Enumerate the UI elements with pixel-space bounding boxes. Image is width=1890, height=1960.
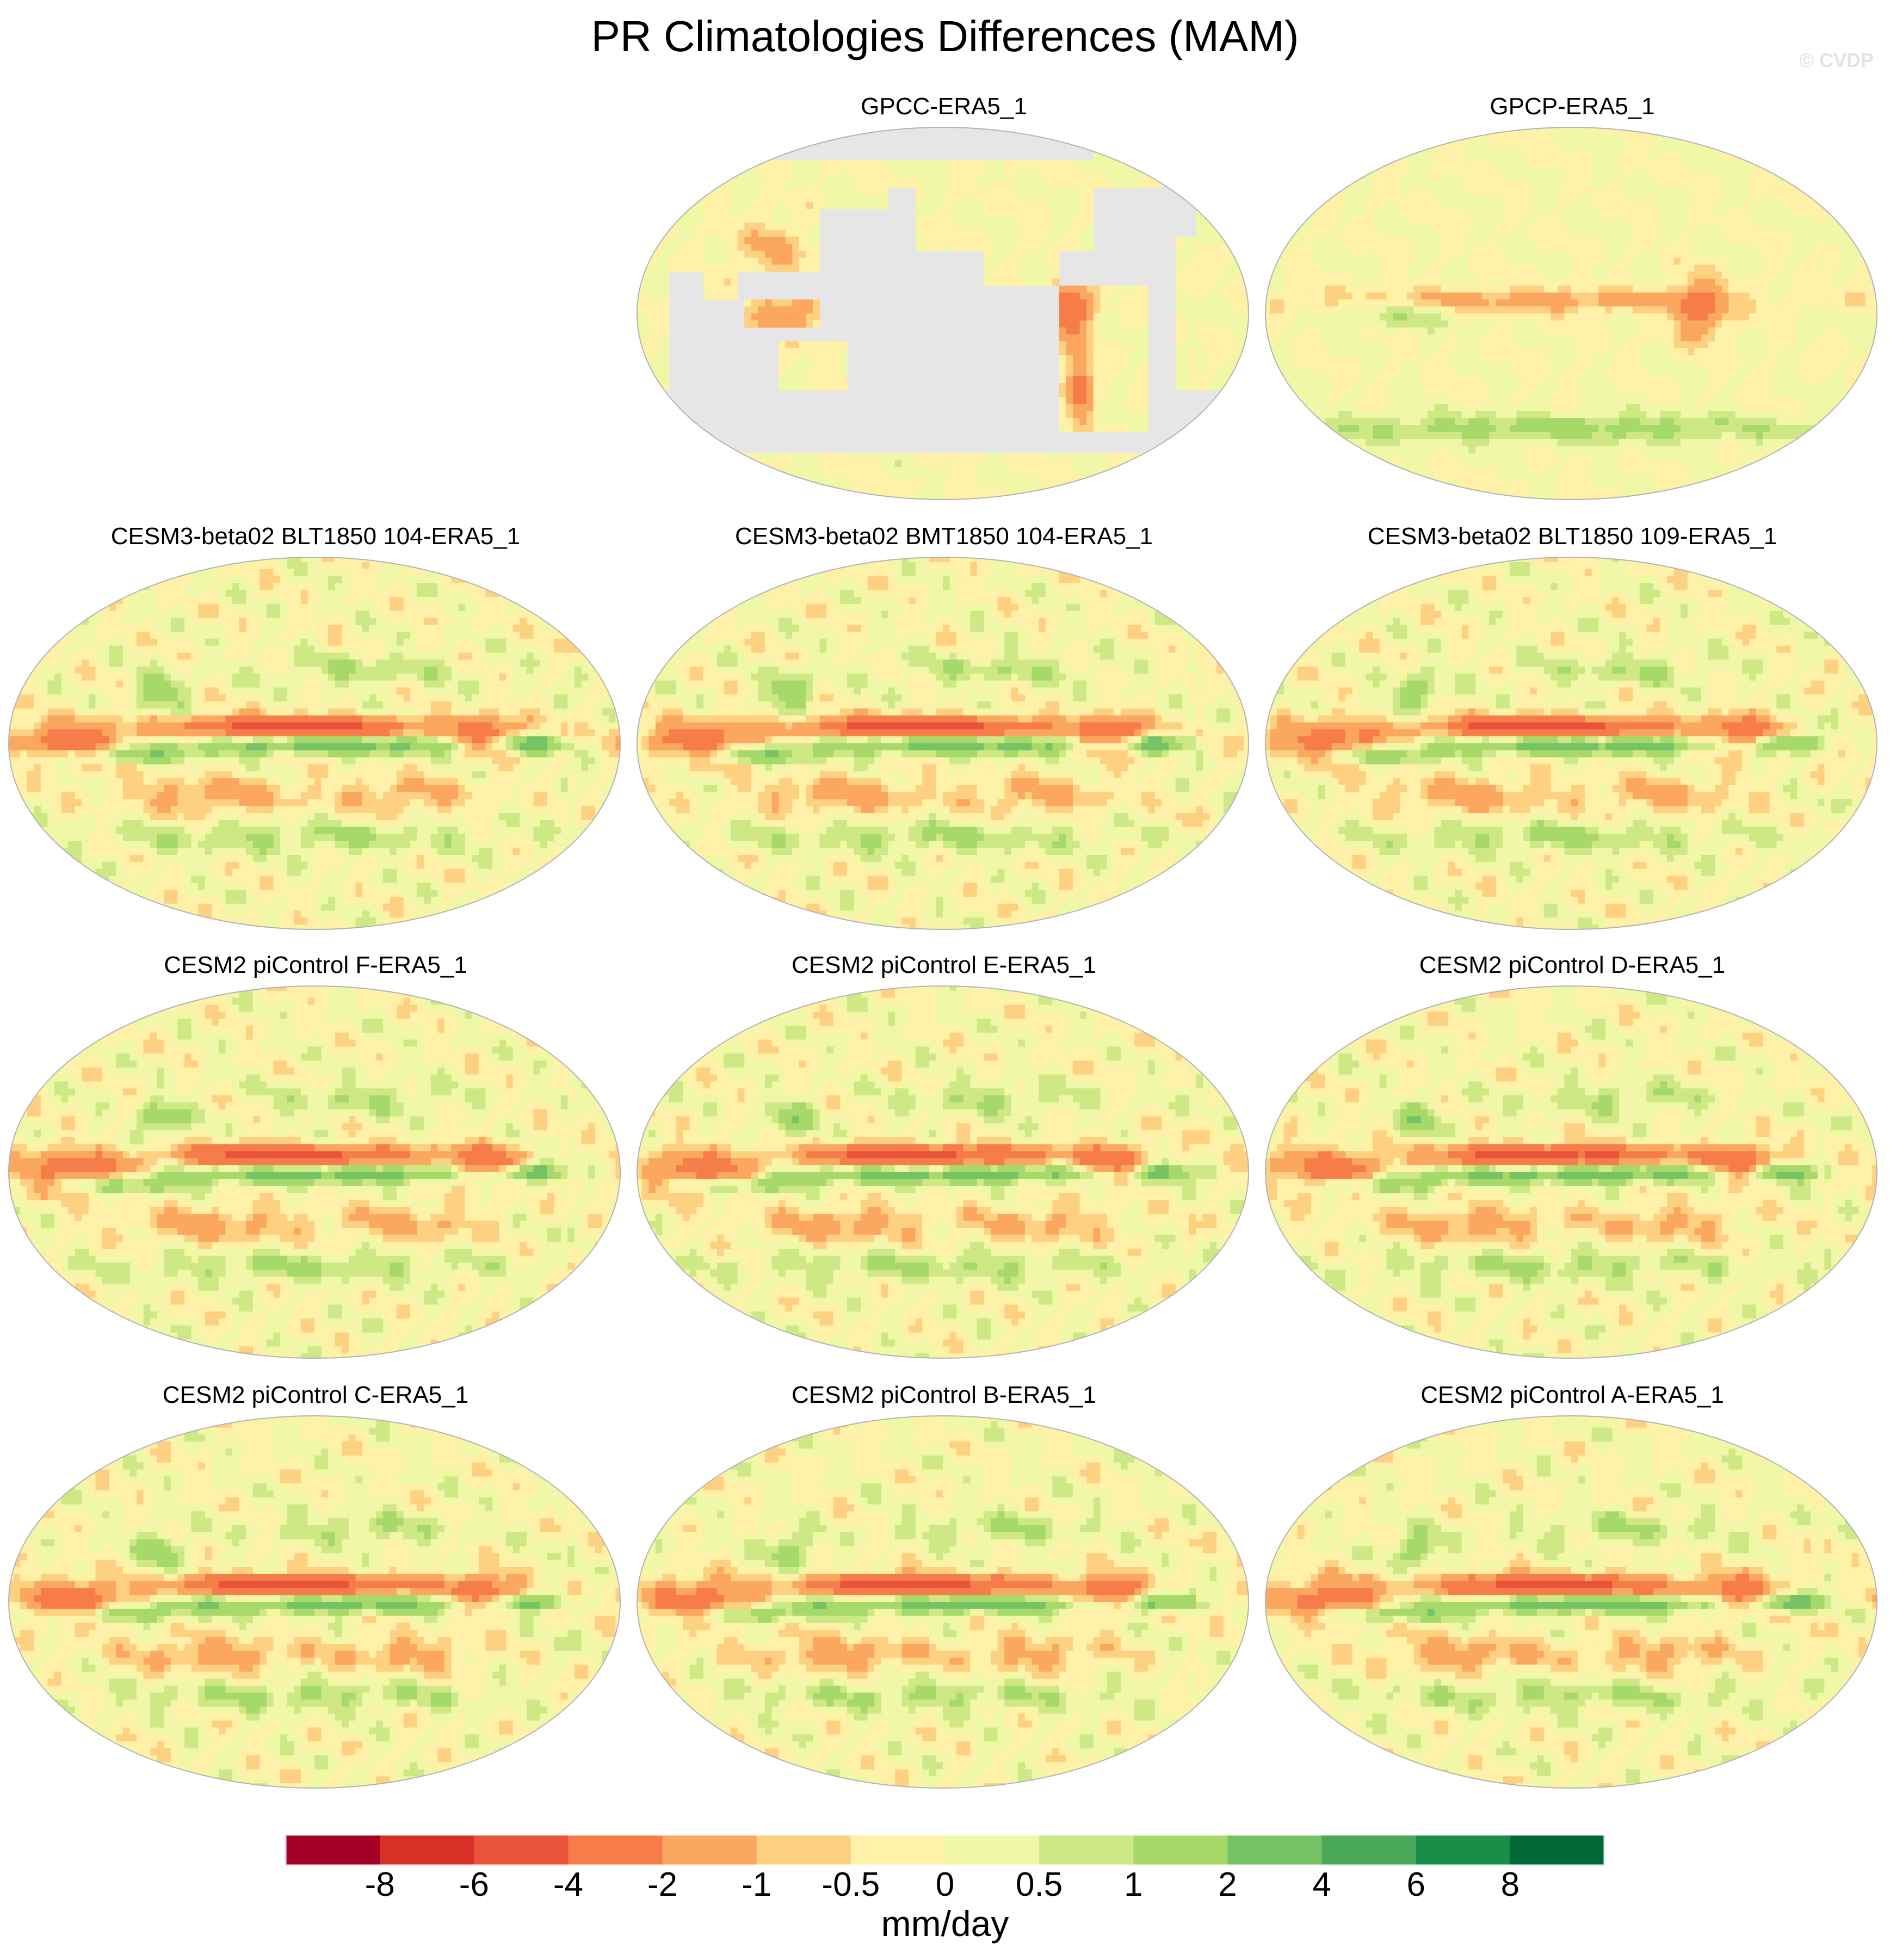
map-panel: GPCC-ERA5_1 [634,90,1254,509]
precip-field [637,986,1249,1358]
colorbar-box [945,1835,1040,1865]
colorbar-tick-label: -6 [436,1863,512,1907]
panel-title: CESM2 piControl A-ERA5_1 [1262,1379,1882,1412]
colorbar-tick-label: 0.5 [1001,1863,1077,1907]
panel-title: GPCP-ERA5_1 [1262,90,1882,123]
robinson-map [1265,557,1877,930]
colorbar-tick-label: 4 [1284,1863,1360,1907]
map-outline [8,985,621,1359]
map-outline [637,557,1249,930]
precip-field [9,986,620,1358]
robinson-map [637,557,1249,930]
colorbar-box [1227,1835,1323,1865]
map-outline [1265,557,1877,930]
robinson-map [1265,1415,1877,1789]
panel-title: CESM3-beta02 BLT1850 104-ERA5_1 [5,520,626,553]
colorbar-box [1133,1835,1228,1865]
colorbar-box [568,1835,663,1865]
colorbar-tick-label: -8 [342,1863,418,1907]
robinson-map [1265,985,1877,1359]
map-panel: CESM2 piControl D-ERA5_1 [1262,949,1882,1368]
colorbar-tick-label: -4 [530,1863,606,1907]
map-outline [637,1415,1249,1789]
robinson-map [8,557,621,930]
map-outline [637,985,1249,1359]
map-panel: CESM2 piControl B-ERA5_1 [634,1379,1254,1798]
panel-title: GPCC-ERA5_1 [634,90,1254,123]
robinson-map [8,1415,621,1789]
panel-title: CESM2 piControl D-ERA5_1 [1262,949,1882,982]
page-title: PR Climatologies Differences (MAM) [0,7,1890,66]
colorbar-box [1039,1835,1134,1865]
map-outline [1265,1415,1877,1789]
panel-title: CESM3-beta02 BLT1850 109-ERA5_1 [1262,520,1882,553]
map-panel: CESM3-beta02 BLT1850 104-ERA5_1 [5,520,626,939]
map-outline [1265,985,1877,1359]
colorbar-tick-label: -0.5 [813,1863,889,1907]
robinson-map [8,985,621,1359]
robinson-map [637,127,1249,500]
map-outline [8,557,621,930]
map-panel: CESM2 piControl E-ERA5_1 [634,949,1254,1368]
map-outline [637,127,1249,500]
panel-title: CESM3-beta02 BMT1850 104-ERA5_1 [634,520,1254,553]
map-panel: GPCP-ERA5_1 [1262,90,1882,509]
map-outline [8,1415,621,1789]
watermark: © CVDP [1799,49,1874,72]
map-outline [1265,127,1877,500]
colorbar-tick-label: 2 [1189,1863,1265,1907]
colorbar-box [286,1835,380,1865]
colorbar-tick-label: 1 [1095,1863,1171,1907]
colorbar-tick-label: -1 [719,1863,795,1907]
colorbar-tick-label: 0 [907,1863,983,1907]
map-panel: CESM2 piControl C-ERA5_1 [5,1379,626,1798]
panel-title: CESM2 piControl C-ERA5_1 [5,1379,626,1412]
colorbar-box [1416,1835,1511,1865]
colorbar-tick-label: 6 [1378,1863,1454,1907]
panel-title: CESM2 piControl F-ERA5_1 [5,949,626,982]
colorbar-box [380,1835,474,1865]
robinson-map [1265,127,1877,500]
colorbar-tick-label: -2 [625,1863,701,1907]
map-panel: CESM3-beta02 BLT1850 109-ERA5_1 [1262,520,1882,939]
panel-title: CESM2 piControl B-ERA5_1 [634,1379,1254,1412]
colorbar-box [474,1835,569,1865]
map-panel: CESM2 piControl A-ERA5_1 [1262,1379,1882,1798]
robinson-map [637,1415,1249,1789]
colorbar-box [1321,1835,1417,1865]
panel-title: CESM2 piControl E-ERA5_1 [634,949,1254,982]
colorbar-box [756,1835,851,1865]
colorbar-units: mm/day [0,1899,1890,1948]
colorbar-box [662,1835,757,1865]
colorbar-tick-label: 8 [1472,1863,1548,1907]
robinson-map [637,985,1249,1359]
map-panel: CESM3-beta02 BMT1850 104-ERA5_1 [634,520,1254,939]
colorbar [286,1835,1604,1865]
colorbar-box [850,1835,946,1865]
colorbar-box [1510,1835,1604,1865]
map-panel: CESM2 piControl F-ERA5_1 [5,949,626,1368]
